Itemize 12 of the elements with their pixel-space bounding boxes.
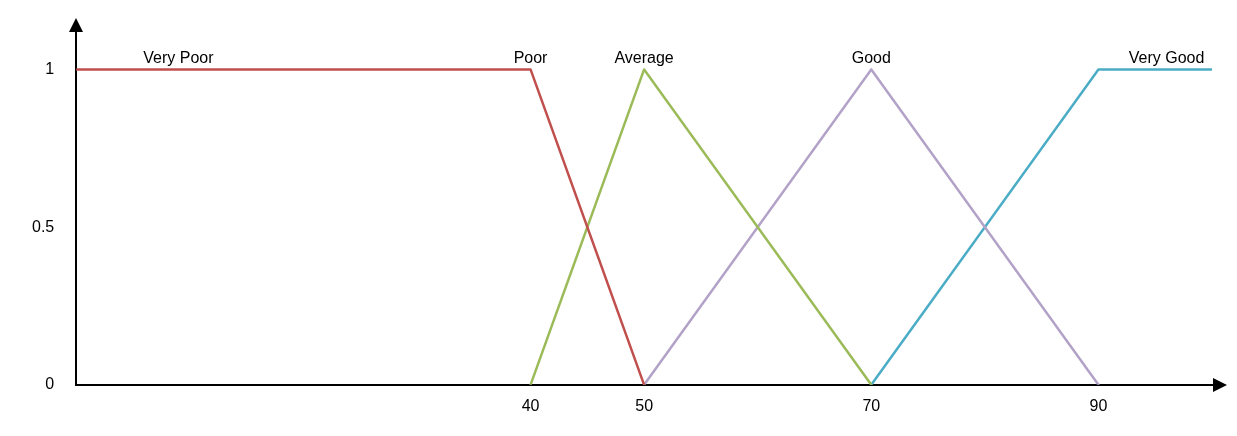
annotation: Average <box>614 48 674 66</box>
x-tick-label: 90 <box>1089 396 1108 414</box>
x-tick-label: 40 <box>521 396 540 414</box>
x-tick-label: 70 <box>862 396 881 414</box>
x-tick-label: 50 <box>635 396 654 414</box>
annotation: Good <box>851 48 891 66</box>
y-tick-label: 0 <box>45 375 55 393</box>
y-tick-label: 1 <box>45 59 55 77</box>
annotation: Very Good <box>1128 48 1205 66</box>
annotation: Very Poor <box>143 48 215 66</box>
annotation: Poor <box>513 48 549 66</box>
y-tick-label: 0.5 <box>31 217 55 235</box>
